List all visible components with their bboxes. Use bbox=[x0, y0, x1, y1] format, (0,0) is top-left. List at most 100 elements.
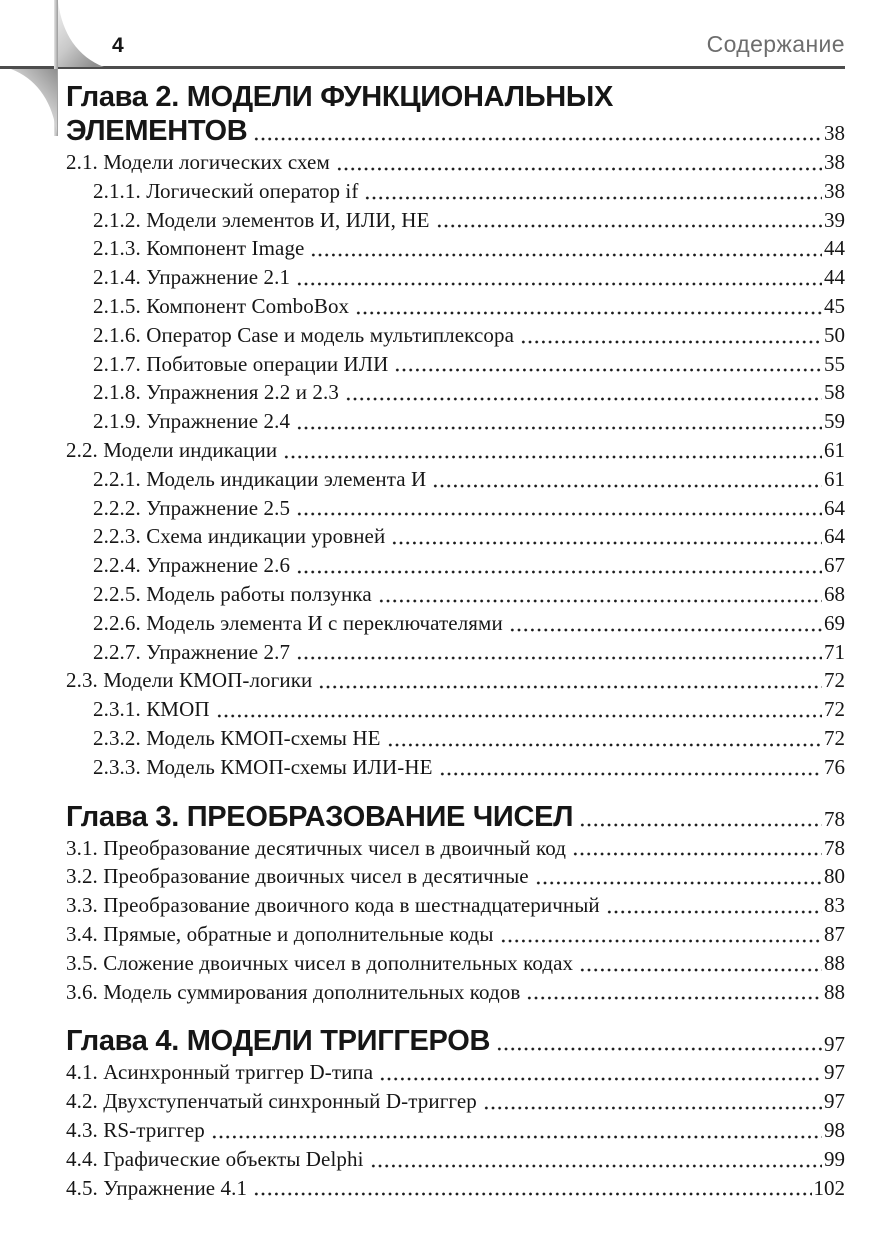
toc-entry-page: 76 bbox=[824, 754, 845, 779]
toc-entry: 4.1. Асинхронный триггер D-типа 97 bbox=[66, 1058, 845, 1087]
toc-entry-label: 4.3. RS-триггер bbox=[66, 1117, 205, 1142]
toc-entry: Глава 4. МОДЕЛИ ТРИГГЕРОВ 97 bbox=[66, 1024, 845, 1058]
dot-leader bbox=[394, 368, 822, 373]
toc-entry-label: ЭЛЕМЕНТОВ bbox=[66, 115, 248, 147]
toc-entry-label: 2.1.3. Компонент Image bbox=[93, 236, 305, 261]
toc-entry-label: 2.1. Модели логических схем bbox=[66, 150, 330, 174]
toc-entry-page: 59 bbox=[824, 409, 845, 434]
dot-leader bbox=[253, 137, 822, 141]
toc-entry: 2.1.1. Логический оператор if 38 bbox=[66, 177, 845, 206]
header-rule bbox=[0, 66, 845, 69]
toc-entry-label: 2.1.1. Логический оператор if bbox=[93, 178, 359, 203]
toc-entry-page: 87 bbox=[824, 921, 845, 946]
dot-leader bbox=[369, 1163, 822, 1168]
toc-entry-page: 99 bbox=[824, 1146, 845, 1171]
toc-entry-page: 71 bbox=[824, 639, 845, 664]
toc-entry-label: 2.2.2. Упражнение 2.5 bbox=[93, 495, 291, 520]
toc-entry: 2.1.2. Модели элементов И, ИЛИ, НЕ 39 bbox=[66, 206, 845, 235]
toc-entry: 2.3.1. КМОП 72 bbox=[66, 695, 845, 724]
toc-entry: 2.2.3. Схема индикации уровней 64 bbox=[66, 522, 845, 551]
toc-entry: 2.1. Модели логических схем 38 bbox=[66, 148, 845, 177]
toc-entry-page: 88 bbox=[824, 950, 845, 975]
dot-leader bbox=[605, 909, 822, 914]
dot-leader bbox=[435, 224, 822, 229]
toc-entry-label: 2.2. Модели индикации bbox=[66, 437, 278, 462]
toc-entry-page: 97 bbox=[824, 1089, 845, 1114]
dot-leader bbox=[579, 967, 822, 972]
toc-entry: 2.1.3. Компонент Image 44 bbox=[66, 234, 845, 263]
toc-entry: Глава 3. ПРЕОБРАЗОВАНИЕ ЧИСЕЛ 78 bbox=[66, 800, 845, 834]
toc-entry-page: 83 bbox=[824, 893, 845, 918]
dot-leader bbox=[391, 541, 822, 546]
toc-entry-page: 80 bbox=[824, 864, 845, 889]
toc-entry: 4.3. RS-триггер 98 bbox=[66, 1116, 845, 1145]
toc-entry: 2.2.7. Упражнение 2.7 71 bbox=[66, 638, 845, 667]
dot-leader bbox=[377, 598, 822, 603]
toc-entry-label: 3.1. Преобразование десятичных чисел в д… bbox=[66, 835, 567, 860]
toc-entry-label: 3.6. Модель суммирования дополнительных … bbox=[66, 979, 521, 1004]
dot-leader bbox=[364, 195, 822, 200]
toc-entry-page: 78 bbox=[824, 835, 845, 860]
dot-leader bbox=[386, 742, 822, 747]
dot-leader bbox=[296, 425, 822, 430]
toc-entry-label: Глава 2. МОДЕЛИ ФУНКЦИОНАЛЬНЫХ bbox=[66, 81, 614, 113]
toc-entry-label: 2.2.7. Упражнение 2.7 bbox=[93, 639, 291, 664]
toc-entry: 3.1. Преобразование десятичных чисел в д… bbox=[66, 834, 845, 863]
dot-leader bbox=[526, 996, 822, 1001]
toc-entry-page: 68 bbox=[824, 581, 845, 606]
dot-leader bbox=[499, 938, 822, 943]
toc-entry-label: 2.2.3. Схема индикации уровней bbox=[93, 524, 386, 549]
toc-entry-page: 44 bbox=[824, 236, 845, 261]
toc-entry-label: 2.2.1. Модель индикации элемента И bbox=[93, 466, 427, 491]
toc-entry-label: 2.2.4. Упражнение 2.6 bbox=[93, 553, 291, 578]
toc-entry-label: 4.1. Асинхронный триггер D-типа bbox=[66, 1060, 374, 1085]
toc-entry-label: 2.2.6. Модель элемента И с переключателя… bbox=[93, 610, 503, 635]
toc-entry-label: 2.1.6. Оператор Case и модель мультиплек… bbox=[93, 322, 515, 347]
toc-entry: 2.1.8. Упражнения 2.2 и 2.3 58 bbox=[66, 378, 845, 407]
toc-entry-page: 64 bbox=[824, 524, 845, 549]
dot-leader bbox=[296, 569, 822, 574]
toc-entry-page: 39 bbox=[824, 207, 845, 232]
page-header: 4 Содержание bbox=[0, 0, 875, 62]
toc-entry-label: 2.3.3. Модель КМОП-схемы ИЛИ-НЕ bbox=[93, 754, 433, 779]
toc-entry-label: 2.3.1. КМОП bbox=[93, 697, 210, 722]
toc-entry-label: 4.2. Двухступенчатый синхронный D-тригге… bbox=[66, 1089, 477, 1114]
toc-entry: 2.2. Модели индикации 61 bbox=[66, 436, 845, 465]
toc-entry-page: 97 bbox=[824, 1031, 845, 1056]
toc-entry-page: 72 bbox=[824, 668, 845, 693]
toc-entry-page: 72 bbox=[824, 697, 845, 722]
corner-ornament-graphic bbox=[11, 0, 104, 136]
dot-leader bbox=[508, 627, 822, 632]
toc-entry: 3.3. Преобразование двоичного кода в шес… bbox=[66, 891, 845, 920]
dot-leader bbox=[496, 1047, 822, 1052]
toc-entry-page: 50 bbox=[824, 322, 845, 347]
toc-entry-label: 2.1.7. Побитовые операции ИЛИ bbox=[93, 351, 389, 376]
toc-entry-label: 2.3. Модели КМОП-логики bbox=[66, 668, 313, 693]
toc-entry: 2.2.5. Модель работы ползунка 68 bbox=[66, 580, 845, 609]
toc-entry: 2.1.6. Оператор Case и модель мультиплек… bbox=[66, 321, 845, 350]
dot-leader bbox=[438, 771, 822, 776]
toc-entry: 2.1.7. Побитовые операции ИЛИ 55 bbox=[66, 350, 845, 379]
toc-entry-label: 3.3. Преобразование двоичного кода в шес… bbox=[66, 893, 600, 918]
toc-entry: 2.3.3. Модель КМОП-схемы ИЛИ-НЕ 76 bbox=[66, 753, 845, 782]
toc-entry-label: 3.2. Преобразование двоичных чисел в дес… bbox=[66, 864, 529, 889]
dot-leader bbox=[520, 339, 822, 344]
dot-leader bbox=[344, 397, 822, 402]
dot-leader bbox=[482, 1105, 822, 1110]
toc-entry: 2.1.4. Упражнение 2.1 44 bbox=[66, 263, 845, 292]
toc-entry-label: 2.1.2. Модели элементов И, ИЛИ, НЕ bbox=[93, 207, 430, 232]
toc-entry: 2.3.2. Модель КМОП-схемы НЕ 72 bbox=[66, 724, 845, 753]
dot-leader bbox=[296, 281, 822, 286]
toc-entry-page: 102 bbox=[813, 1175, 846, 1200]
toc-entry-page: 38 bbox=[824, 121, 845, 146]
toc-list: Глава 2. МОДЕЛИ ФУНКЦИОНАЛЬНЫХ ЭЛЕМЕНТОВ 3… bbox=[0, 62, 875, 1202]
dot-leader bbox=[432, 483, 822, 488]
toc-entry-page: 38 bbox=[824, 150, 845, 174]
dot-leader bbox=[534, 881, 822, 886]
toc-entry: 2.1.5. Компонент ComboBox 45 bbox=[66, 292, 845, 321]
toc-entry-label: 2.1.4. Упражнение 2.1 bbox=[93, 265, 291, 290]
toc-entry: 2.1.9. Упражнение 2.4 59 bbox=[66, 407, 845, 436]
toc-entry: 3.2. Преобразование двоичных чисел в дес… bbox=[66, 862, 845, 891]
toc-entry-label: 2.3.2. Модель КМОП-схемы НЕ bbox=[93, 725, 381, 750]
